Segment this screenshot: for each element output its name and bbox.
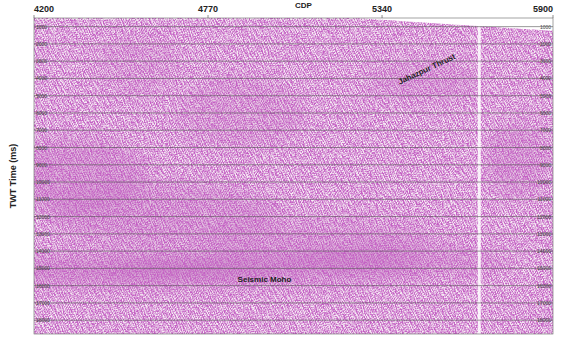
y-tick-label: 16000	[537, 283, 551, 289]
x-tick-label: 4200	[34, 4, 54, 14]
grid-line	[34, 199, 553, 200]
grid-line	[34, 164, 553, 165]
y-tick-label: 17000	[537, 300, 551, 306]
y-tick-label: 10000	[36, 179, 50, 185]
y-tick-label: 16000	[36, 283, 50, 289]
y-tick-label: 13000	[537, 231, 551, 237]
x-axis-label: CDP	[295, 1, 313, 10]
y-tick-label: 15000	[537, 265, 551, 271]
x-tick	[553, 15, 554, 18]
grid-line	[34, 43, 553, 44]
grid-line	[34, 216, 553, 217]
grid-line	[34, 182, 553, 183]
y-tick-label: 9000	[36, 162, 47, 168]
trace-gap	[478, 18, 481, 334]
y-tick-label: 5000	[36, 93, 47, 99]
grid-line	[34, 130, 553, 131]
plot-area	[34, 18, 553, 334]
y-tick-label: 14000	[36, 248, 50, 254]
y-tick-label: 4000	[36, 75, 47, 81]
y-tick-label: 1000	[36, 24, 47, 30]
y-tick-label: 5000	[540, 93, 551, 99]
no-coverage	[356, 18, 553, 31]
x-tick-label: 4770	[198, 4, 218, 14]
y-tick-label: 11000	[36, 196, 50, 202]
y-tick-label: 6000	[540, 110, 551, 116]
grid-line	[34, 285, 553, 286]
grid-line	[34, 112, 553, 113]
x-tick	[208, 15, 209, 18]
y-tick-label: 18000	[537, 317, 551, 323]
grid-line	[34, 302, 553, 303]
y-tick-label: 1000	[540, 24, 551, 30]
plot-frame	[34, 18, 553, 334]
grid-line	[34, 26, 553, 27]
figure: 1000 1000 2000 2000 3000 3000 4000 4000 5000 5000…	[0, 0, 569, 342]
y-tick-label: 9000	[540, 162, 551, 168]
y-tick-label: 12000	[36, 214, 50, 220]
grid-line	[34, 233, 553, 234]
x-tick	[34, 15, 35, 18]
root: 1000 1000 2000 2000 3000 3000 4000 4000 5000 5000…	[0, 0, 569, 342]
y-tick-label: 7000	[36, 127, 47, 133]
grid-line	[34, 147, 553, 148]
y-tick-label: 4000	[540, 75, 551, 81]
y-tick-label: 10000	[537, 179, 551, 185]
y-tick-label: 13000	[36, 231, 50, 237]
grid-line	[34, 320, 553, 321]
y-tick-label: 12000	[537, 214, 551, 220]
y-tick-label: 7000	[540, 127, 551, 133]
y-tick-label: 2000	[540, 41, 551, 47]
y-tick-label: 3000	[36, 58, 47, 64]
annotation: Jahazpur Thrust	[397, 52, 458, 87]
grid-line	[34, 95, 553, 96]
grid-line	[34, 268, 553, 269]
y-tick-label: 8000	[36, 145, 47, 151]
annotation: Seismic Moho	[238, 275, 292, 284]
y-tick-label: 2000	[36, 41, 47, 47]
y-axis-label: TWT Time (ms)	[8, 144, 18, 208]
seismic-noise	[35, 20, 553, 334]
y-tick-label: 11000	[537, 196, 551, 202]
y-tick-label: 14000	[537, 248, 551, 254]
y-tick-label: 17000	[36, 300, 50, 306]
grid-line	[34, 251, 553, 252]
y-tick-label: 3000	[540, 58, 551, 64]
grid-line	[34, 61, 553, 62]
y-tick-label: 6000	[36, 110, 47, 116]
x-tick-label: 5340	[372, 4, 392, 14]
grid-line	[34, 78, 553, 79]
y-tick-label: 15000	[36, 265, 50, 271]
x-tick-label: 5900	[533, 4, 553, 14]
x-tick	[382, 15, 383, 18]
y-tick-label: 18000	[36, 317, 50, 323]
y-tick-label: 8000	[540, 145, 551, 151]
